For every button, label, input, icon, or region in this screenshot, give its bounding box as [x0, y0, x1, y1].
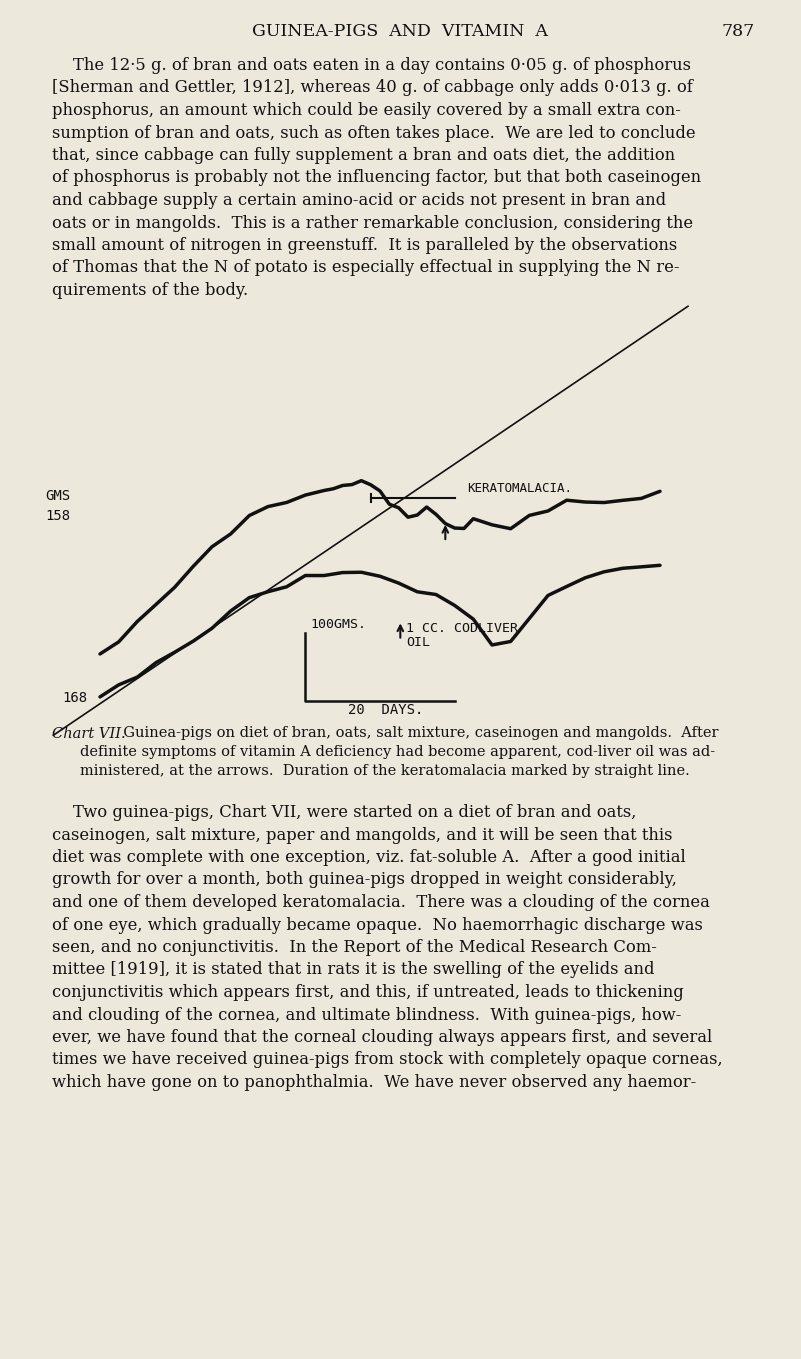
Text: 100GMS.: 100GMS.	[310, 617, 366, 631]
Text: GMS: GMS	[45, 489, 70, 503]
Text: caseinogen, salt mixture, paper and mangolds, and it will be seen that this: caseinogen, salt mixture, paper and mang…	[52, 826, 673, 844]
Text: Guinea-pigs on diet of bran, oats, salt mixture, caseinogen and mangolds.  After: Guinea-pigs on diet of bran, oats, salt …	[114, 727, 718, 741]
Text: 1 CC. CODLIVER: 1 CC. CODLIVER	[406, 622, 518, 635]
Text: ever, we have found that the corneal clouding always appears first, and several: ever, we have found that the corneal clo…	[52, 1029, 712, 1046]
Text: growth for over a month, both guinea-pigs dropped in weight considerably,: growth for over a month, both guinea-pig…	[52, 871, 677, 889]
Text: conjunctivitis which appears first, and this, if untreated, leads to thickening: conjunctivitis which appears first, and …	[52, 984, 684, 1002]
Text: diet was complete with one exception, viz. fat-soluble A.  After a good initial: diet was complete with one exception, vi…	[52, 849, 686, 866]
Text: 20  DAYS.: 20 DAYS.	[348, 704, 423, 718]
Text: Chart VII.: Chart VII.	[52, 727, 126, 741]
Text: seen, and no conjunctivitis.  In the Report of the Medical Research Com-: seen, and no conjunctivitis. In the Repo…	[52, 939, 657, 955]
Text: ministered, at the arrows.  Duration of the keratomalacia marked by straight lin: ministered, at the arrows. Duration of t…	[80, 764, 690, 777]
Text: 787: 787	[722, 23, 755, 39]
Text: of one eye, which gradually became opaque.  No haemorrhagic discharge was: of one eye, which gradually became opaqu…	[52, 916, 702, 934]
Text: sumption of bran and oats, such as often takes place.  We are led to conclude: sumption of bran and oats, such as often…	[52, 125, 695, 141]
Text: that, since cabbage can fully supplement a bran and oats diet, the addition: that, since cabbage can fully supplement…	[52, 147, 675, 164]
Text: The 12·5 g. of bran and oats eaten in a day contains 0·05 g. of phosphorus: The 12·5 g. of bran and oats eaten in a …	[52, 57, 691, 73]
Text: small amount of nitrogen in greenstuff.  It is paralleled by the observations: small amount of nitrogen in greenstuff. …	[52, 236, 678, 254]
Text: oats or in mangolds.  This is a rather remarkable conclusion, considering the: oats or in mangolds. This is a rather re…	[52, 215, 693, 231]
Text: KERATOMALACIA.: KERATOMALACIA.	[467, 481, 572, 495]
Text: [Sherman and Gettler, 1912], whereas 40 g. of cabbage only adds 0·013 g. of: [Sherman and Gettler, 1912], whereas 40 …	[52, 79, 693, 96]
Text: phosphorus, an amount which could be easily covered by a small extra con-: phosphorus, an amount which could be eas…	[52, 102, 681, 120]
Text: and clouding of the cornea, and ultimate blindness.  With guinea-pigs, how-: and clouding of the cornea, and ultimate…	[52, 1007, 682, 1023]
Text: which have gone on to panophthalmia.  We have never observed any haemor-: which have gone on to panophthalmia. We …	[52, 1074, 696, 1091]
Text: OIL: OIL	[406, 636, 430, 650]
Text: times we have received guinea-pigs from stock with completely opaque corneas,: times we have received guinea-pigs from …	[52, 1052, 723, 1068]
Text: of phosphorus is probably not the influencing factor, but that both caseinogen: of phosphorus is probably not the influe…	[52, 170, 701, 186]
Text: GUINEA-PIGS  AND  VITAMIN  A: GUINEA-PIGS AND VITAMIN A	[252, 23, 548, 39]
Text: 168: 168	[62, 690, 87, 704]
Text: quirements of the body.: quirements of the body.	[52, 283, 248, 299]
Text: and cabbage supply a certain amino-acid or acids not present in bran and: and cabbage supply a certain amino-acid …	[52, 192, 666, 209]
Text: and one of them developed keratomalacia.  There was a clouding of the cornea: and one of them developed keratomalacia.…	[52, 894, 710, 911]
Text: 158: 158	[45, 508, 70, 523]
Text: mittee [1919], it is stated that in rats it is the swelling of the eyelids and: mittee [1919], it is stated that in rats…	[52, 962, 654, 978]
Text: of Thomas that the N of potato is especially effectual in supplying the N re-: of Thomas that the N of potato is especi…	[52, 260, 679, 276]
Text: definite symptoms of vitamin A deficiency had become apparent, cod-liver oil was: definite symptoms of vitamin A deficienc…	[80, 745, 715, 758]
Text: Two guinea-pigs, Chart VII, were started on a diet of bran and oats,: Two guinea-pigs, Chart VII, were started…	[52, 805, 636, 821]
